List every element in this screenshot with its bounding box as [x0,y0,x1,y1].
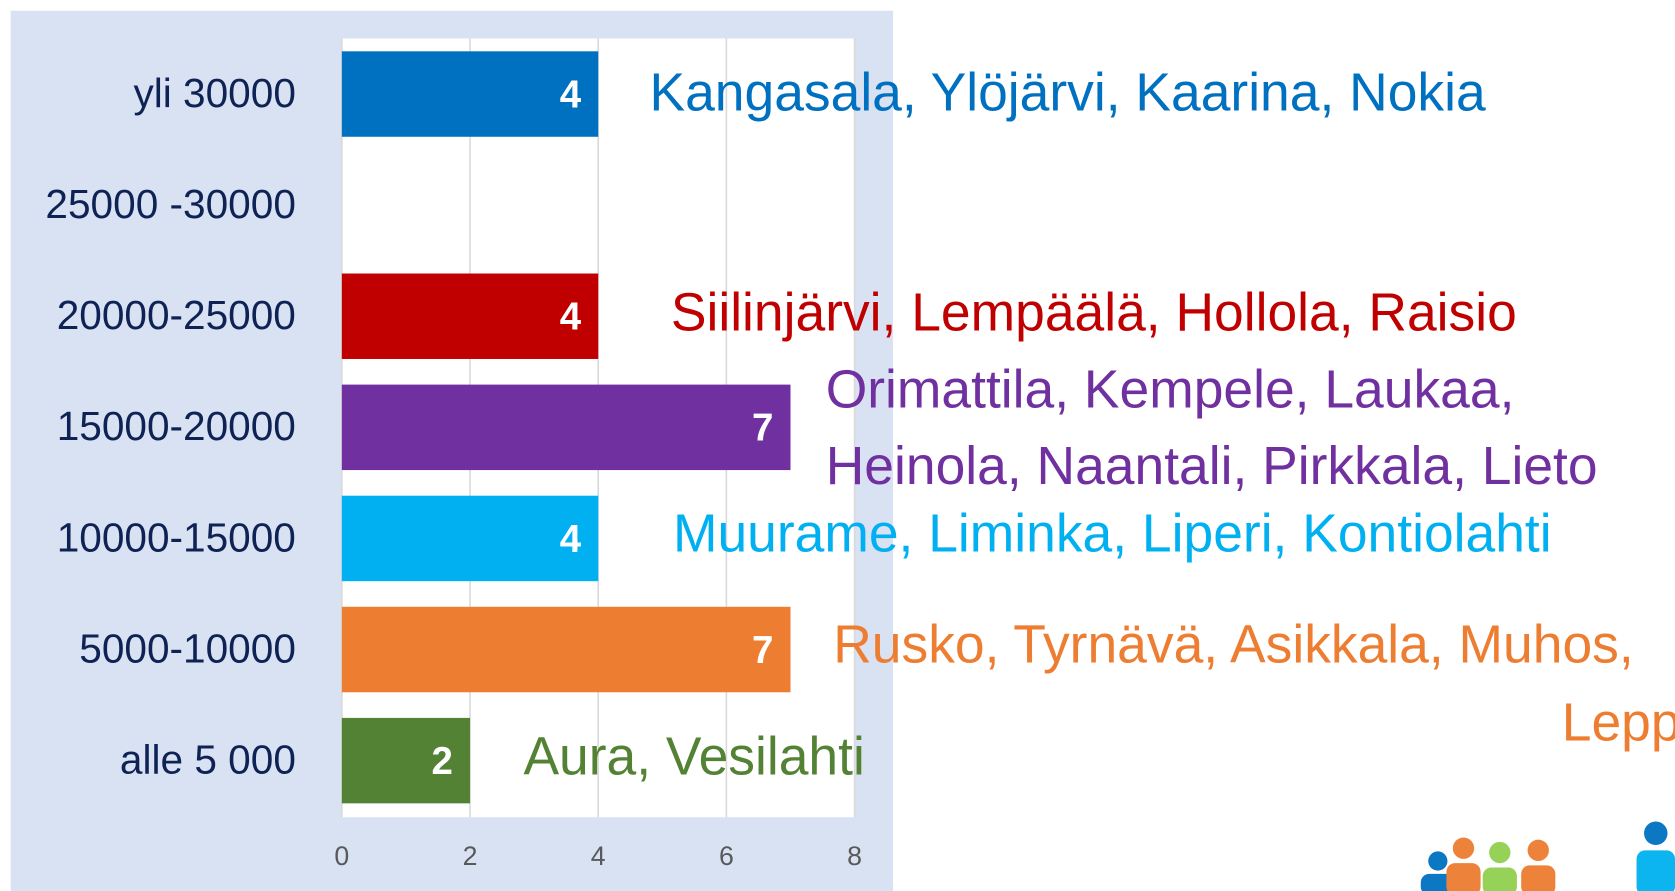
data-label: 7 [752,407,773,450]
icon [1453,838,1474,859]
data-label: 7 [752,629,773,672]
chart: 0 2 4 6 8 yli 30000 4 Kangasala, Ylöjärvi, Kaar… [0,0,1675,891]
annotation: Aura, Vesilahti [523,728,864,787]
icon [1489,842,1510,863]
x-tick-label: 4 [591,841,606,871]
y-tick-label: 15000-20000 [57,403,296,449]
icon [1521,865,1555,891]
y-tick-label: yli 30000 [133,70,295,116]
x-tick-label: 0 [334,841,349,871]
y-tick-label: alle 5 000 [120,736,296,782]
x-tick-label: 2 [463,841,478,871]
icon [1428,851,1447,870]
icon [1446,863,1480,891]
y-tick-label: 25000 -30000 [45,181,295,227]
annotation: Lepp [1562,694,1675,753]
annotation: Kangasala, Ylöjärvi, Kaarina, Nokia [649,63,1485,122]
icon [1483,867,1517,891]
people-icons [1421,822,1675,891]
bar [342,385,791,470]
annotation: Orimattila, Kempele, Laukaa, [826,360,1515,419]
data-label: 4 [560,518,582,561]
annotation: Rusko, Tyrnävä, Asikkala, Muhos, [833,616,1633,675]
data-label: 2 [432,740,453,783]
icon [1644,822,1668,846]
annotation: Muurame, Liminka, Liperi, Kontiolahti [673,504,1552,563]
icon [1528,840,1549,861]
data-label: 4 [560,296,582,339]
data-label: 4 [560,73,582,116]
y-tick-label: 5000-10000 [79,625,296,671]
bar [342,607,791,692]
x-tick-label: 8 [847,841,862,871]
x-tick-label: 6 [719,841,734,871]
annotation: Siilinjärvi, Lempäälä, Hollola, Raisio [671,283,1517,342]
y-tick-label: 10000-15000 [57,514,296,560]
annotation: Heinola, Naantali, Pirkkala, Lieto [826,437,1598,496]
y-tick-label: 20000-25000 [57,292,296,338]
icon [1637,850,1675,891]
page: 0 2 4 6 8 yli 30000 4 Kangasala, Ylöjärvi, Kaar… [0,0,1675,891]
